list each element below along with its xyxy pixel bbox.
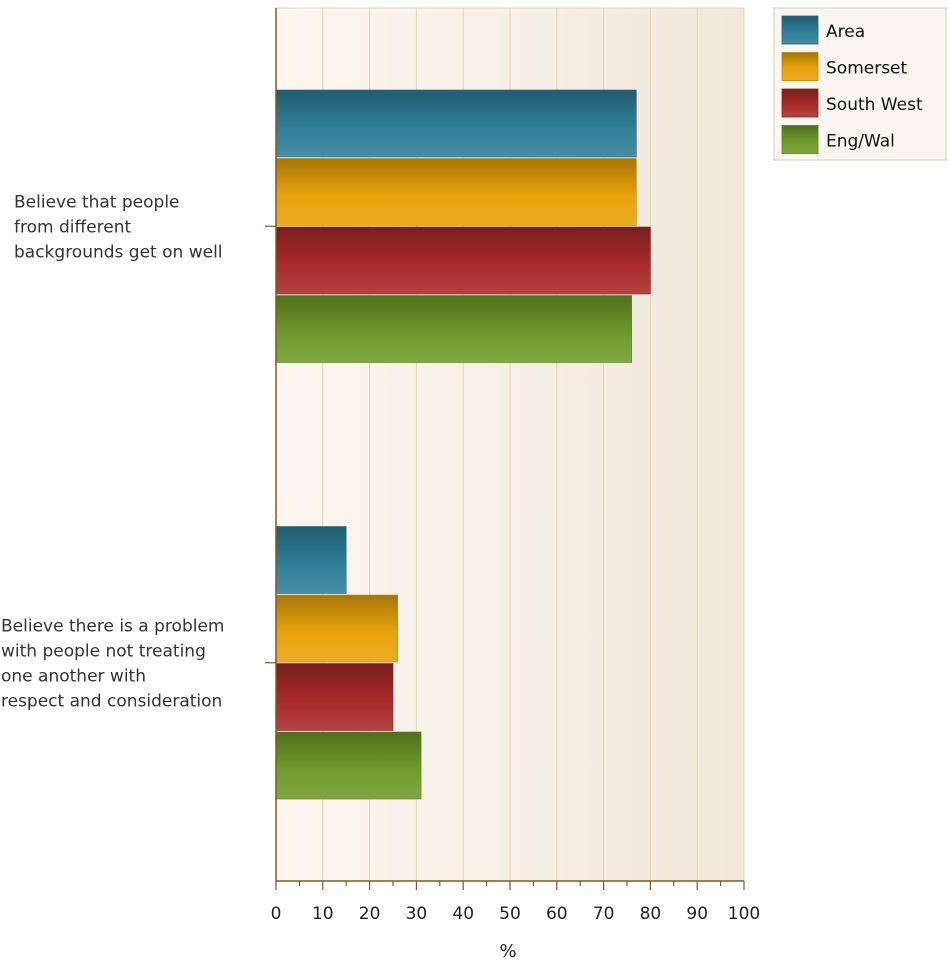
x-tick-label-30: 30 [406, 904, 428, 924]
legend-label-area: Area [826, 22, 865, 42]
legend-swatch-south-west [781, 88, 819, 118]
x-tick-label-90: 90 [686, 904, 708, 924]
bar-area-cat-2 [275, 526, 347, 594]
x-tick-label-50: 50 [499, 904, 521, 924]
category-label-2: Believe there is a problem with people no… [1, 616, 224, 711]
legend-swatch-area [781, 15, 819, 45]
legend-label-south-west: South West [826, 95, 923, 115]
legend-label-eng-wal: Eng/Wal [826, 132, 895, 152]
x-tick-label-20: 20 [359, 904, 381, 924]
bar-somerset-cat-2 [275, 594, 398, 663]
legend-swatch-somerset [781, 52, 819, 81]
bar-south-west-cat-1 [275, 226, 651, 295]
bar-south-west-cat-2 [275, 663, 394, 731]
bar-eng-wal-cat-1 [275, 295, 632, 363]
category-label-1: Believe that people from different backgro… [14, 192, 223, 262]
x-tick-label-0: 0 [271, 904, 282, 924]
bar-area-cat-1 [275, 89, 637, 158]
x-tick-label-10: 10 [312, 904, 334, 924]
bar-somerset-cat-1 [275, 158, 637, 226]
x-tick-label-100: 100 [728, 904, 760, 924]
legend-label-somerset: Somerset [826, 59, 908, 79]
x-tick-label-40: 40 [452, 904, 474, 924]
x-tick-label-70: 70 [593, 904, 615, 924]
bar-eng-wal-cat-2 [275, 731, 422, 800]
x-tick-label-80: 80 [640, 904, 662, 924]
x-axis-title: % [499, 941, 516, 961]
legend-swatch-eng-wal [781, 125, 819, 154]
x-tick-label-60: 60 [546, 904, 568, 924]
